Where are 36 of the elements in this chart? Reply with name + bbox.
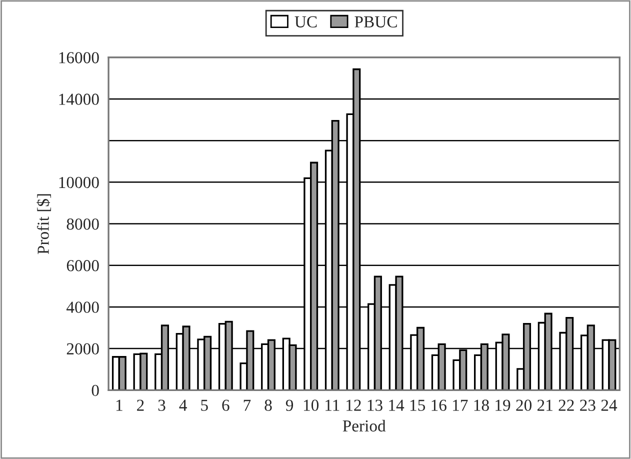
- x-tick-label: 7: [244, 400, 251, 411]
- x-tick-label: 1: [116, 400, 122, 411]
- x-tick-label: 24: [601, 400, 618, 411]
- x-tick-label: 22: [558, 400, 574, 411]
- x-tick-label: 8: [264, 400, 272, 411]
- x-tick-label: 17: [453, 400, 468, 411]
- y-tick-label: 4000: [66, 302, 99, 313]
- x-tick-label: 10: [304, 400, 319, 411]
- x-tick-label: 6: [222, 400, 230, 411]
- x-tick-label: 14: [389, 400, 404, 411]
- y-tick-label: 14000: [59, 94, 99, 105]
- y-axis-title: Profit [$]: [36, 194, 51, 254]
- x-tick-label: 16: [432, 400, 446, 411]
- x-tick-label: 15: [410, 400, 426, 411]
- y-tick-label: 10000: [59, 176, 99, 188]
- y-tick-label: 0: [92, 384, 99, 396]
- y-tick-label: 16000: [59, 52, 99, 64]
- x-tick-label: 12: [346, 400, 361, 411]
- x-tick-label: 9: [286, 400, 294, 411]
- x-tick-label: 13: [368, 400, 382, 411]
- y-tick-label: 6000: [66, 260, 99, 272]
- x-tick-label: 11: [326, 400, 340, 411]
- x-tick-label: 4: [179, 400, 187, 411]
- x-tick-label: 3: [158, 400, 166, 411]
- legend-label: PBUC: [354, 16, 397, 28]
- x-tick-label: 21: [538, 400, 552, 411]
- x-axis-title: Period: [342, 420, 386, 432]
- x-tick-label: 5: [201, 400, 208, 411]
- x-tick-label: 20: [516, 400, 532, 411]
- legend-label: UC: [294, 16, 317, 28]
- y-tick-label: 8000: [66, 218, 99, 230]
- x-tick-label: 18: [474, 400, 489, 411]
- x-tick-label: 23: [580, 400, 596, 411]
- x-tick-label: 19: [496, 400, 510, 411]
- y-tick-label: 2000: [66, 343, 99, 354]
- x-tick-label: 2: [137, 400, 144, 411]
